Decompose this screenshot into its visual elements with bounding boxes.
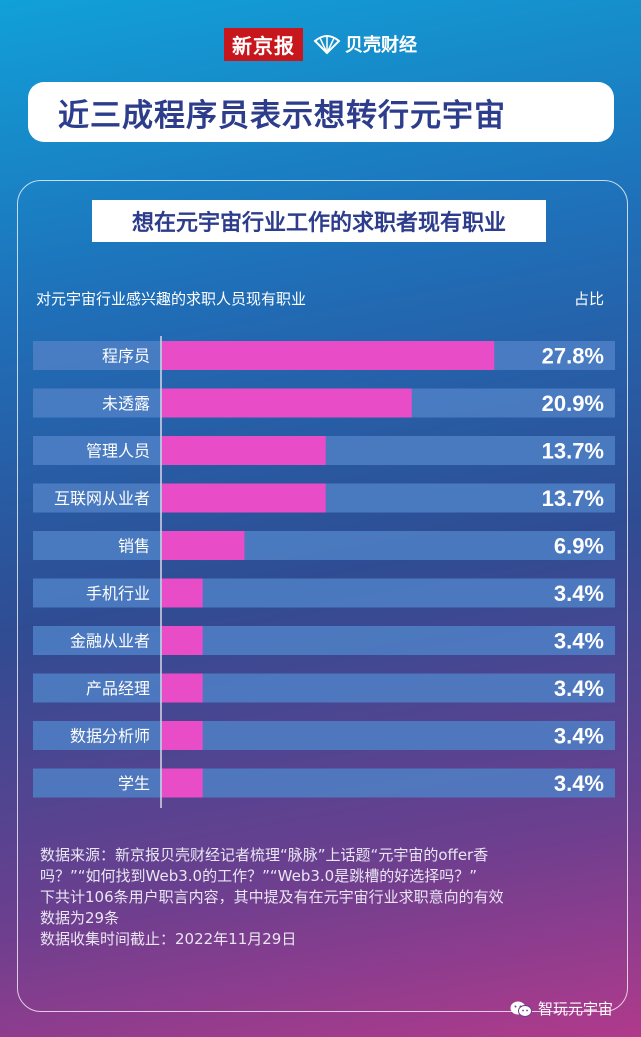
chart-card — [17, 180, 628, 1012]
bar — [162, 768, 203, 798]
footnote-line: 下共计106条用户职言内容，其中提及有在元宇宙行业求职意向的有效 — [40, 888, 504, 906]
footnote-line: 数据为29条 — [40, 909, 120, 927]
bar-track — [33, 626, 615, 655]
category-header: 对元宇宙行业感兴趣的求职人员现有职业 — [36, 290, 307, 308]
value-label: 3.4% — [554, 676, 604, 701]
value-label: 3.4% — [554, 581, 604, 606]
value-label: 3.4% — [554, 724, 604, 749]
bar-track — [33, 768, 615, 798]
value-label: 27.8% — [542, 344, 604, 369]
category-label: 互联网从业者 — [54, 489, 150, 508]
value-label: 13.7% — [542, 486, 604, 511]
bar-chart: 程序员 27.8% 未透露 20.9% 管理人员 13.7% 互联网从业者 13.7% 销售 6.… — [33, 336, 615, 808]
footnote-line: 数据收集时间截止：2022年11月29日 — [40, 930, 297, 948]
bar — [162, 578, 203, 608]
wechat-icon — [510, 1001, 532, 1017]
headline: 近三成程序员表示想转行元宇宙 — [28, 82, 614, 142]
chart-title: 想在元宇宙行业工作的求职者现有职业 — [92, 200, 546, 242]
brand-bar: 新京报 贝壳财经 — [0, 27, 641, 61]
partner-name: 贝壳财经 — [345, 35, 417, 56]
watermark: 智玩元宇宙 — [510, 998, 613, 1019]
footnote-line: 吗？”“如何找到Web3.0的工作？”“Web3.0是跳槽的好选择吗？” — [40, 867, 477, 885]
bar-track — [33, 721, 615, 750]
category-label: 金融从业者 — [70, 632, 150, 651]
value-label: 20.9% — [542, 391, 604, 416]
category-label: 手机行业 — [86, 584, 150, 603]
bar — [162, 673, 203, 703]
shell-icon — [313, 35, 341, 55]
bar — [162, 388, 412, 418]
bar — [162, 626, 203, 655]
value-label: 3.4% — [554, 629, 604, 654]
bar — [162, 483, 326, 513]
newspaper-logo: 新京报 — [224, 27, 303, 61]
bar-track — [33, 531, 615, 560]
category-label: 学生 — [118, 774, 150, 793]
footnote-line: 数据来源：新京报贝壳财经记者梳理“脉脉”上话题“元宇宙的offer香 — [40, 846, 489, 864]
category-label: 未透露 — [102, 394, 150, 413]
value-header: 占比 — [574, 290, 605, 308]
category-label: 程序员 — [102, 347, 150, 366]
category-label: 管理人员 — [86, 442, 150, 461]
bar-track — [33, 673, 615, 703]
partner-logo: 贝壳财经 — [313, 31, 417, 57]
category-label: 数据分析师 — [70, 727, 150, 746]
bar-track — [33, 578, 615, 608]
bar — [162, 721, 203, 750]
watermark-text: 智玩元宇宙 — [538, 1000, 614, 1018]
bar — [162, 341, 495, 370]
bar — [162, 531, 245, 560]
value-label: 3.4% — [554, 771, 604, 796]
value-label: 6.9% — [554, 534, 604, 559]
category-label: 销售 — [118, 537, 150, 556]
category-label: 产品经理 — [86, 679, 150, 698]
footnote: 数据来源：新京报贝壳财经记者梳理“脉脉”上话题“元宇宙的offer香 吗？”“如… — [40, 845, 615, 950]
value-label: 13.7% — [542, 439, 604, 464]
bar — [162, 436, 326, 465]
